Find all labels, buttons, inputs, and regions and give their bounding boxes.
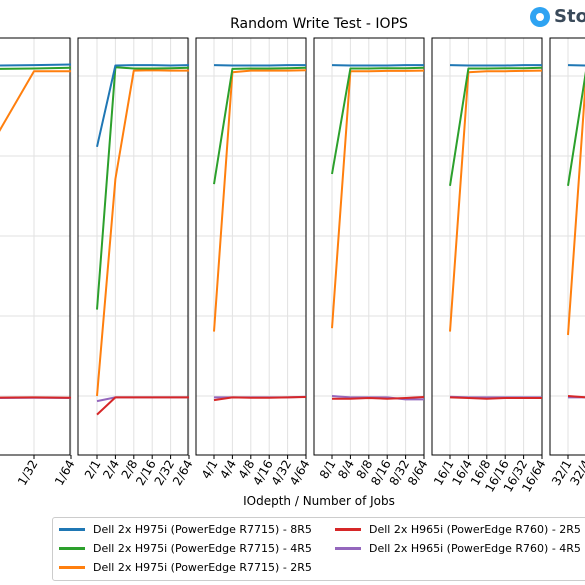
x-tick-label: 4/1 bbox=[199, 458, 221, 482]
chart-legend: Dell 2x H975i (PowerEdge R7715) - 8R5 Del… bbox=[52, 517, 585, 581]
series-line-2-group-16 bbox=[449, 69, 543, 332]
legend-swatch bbox=[59, 528, 85, 531]
series-line-1-group-2 bbox=[96, 66, 190, 310]
legend-label: Dell 2x H965i (PowerEdge R760) - 2R5 bbox=[369, 523, 581, 536]
legend-swatch bbox=[59, 566, 85, 569]
x-tick-label: 2/4 bbox=[100, 458, 122, 482]
series-line-2-group-8 bbox=[331, 69, 425, 329]
series-line-1-group-16 bbox=[449, 66, 543, 186]
series-line-3-group-32 bbox=[567, 395, 585, 399]
series-line-3-group-16 bbox=[449, 396, 542, 400]
subplot-frames bbox=[0, 37, 585, 456]
series-line-2-group-4 bbox=[213, 69, 307, 332]
series-line-3-group-2 bbox=[96, 396, 189, 416]
legend-swatch bbox=[59, 547, 85, 550]
grid-lines bbox=[0, 38, 585, 455]
x-tick-label: 2/1 bbox=[82, 458, 104, 482]
x-tick-label: 8/1 bbox=[317, 458, 339, 482]
legend-label: Dell 2x H975i (PowerEdge R7715) - 8R5 bbox=[93, 523, 312, 536]
legend-label: Dell 2x H975i (PowerEdge R7715) - 2R5 bbox=[93, 561, 312, 574]
brand-text: Sto bbox=[554, 6, 585, 27]
legend-item: Dell 2x H975i (PowerEdge R7715) - 8R5 bbox=[59, 523, 312, 536]
x-tick-label: 4/64 bbox=[287, 458, 313, 488]
series-line-1-group-8 bbox=[331, 66, 425, 175]
x-tick-label: 8/4 bbox=[335, 458, 357, 482]
x-tick-label: 2/64 bbox=[170, 458, 196, 488]
series-line-2-group-1 bbox=[0, 70, 71, 132]
series-lines bbox=[0, 63, 585, 416]
x-tick-label: 8/64 bbox=[405, 458, 431, 488]
series-line-2-group-2 bbox=[96, 69, 189, 397]
legend-swatch bbox=[335, 528, 361, 531]
legend-item: Dell 2x H975i (PowerEdge R7715) - 4R5 bbox=[59, 542, 312, 555]
x-tick-label: 1/32 bbox=[15, 458, 41, 488]
x-axis-label: IOdepth / Number of Jobs bbox=[243, 494, 395, 508]
x-tick-label: 1/8 bbox=[0, 458, 4, 482]
subplot-frame-2 bbox=[77, 37, 189, 456]
series-line-0-group-1 bbox=[0, 63, 72, 67]
series-line-2-group-32 bbox=[567, 76, 585, 336]
storage-review-logo-icon bbox=[530, 6, 550, 27]
series-line-1-group-1 bbox=[0, 66, 72, 70]
series-line-3-group-8 bbox=[332, 396, 425, 400]
brand-logo: Sto bbox=[530, 6, 585, 27]
legend-item: Dell 2x H965i (PowerEdge R760) - 2R5 bbox=[335, 523, 581, 536]
legend-item: Dell 2x H975i (PowerEdge R7715) - 2R5 bbox=[59, 561, 312, 574]
chart-title: Random Write Test - IOPS bbox=[230, 16, 408, 32]
subplot-frame-32 bbox=[549, 37, 585, 456]
series-line-1-group-4 bbox=[213, 66, 307, 185]
x-tick-label: 1/64 bbox=[52, 458, 78, 488]
series-line-3-group-4 bbox=[213, 396, 307, 402]
x-tick-labels: 1/8 1/32 1/64 2/12/42/82/162/322/64 4/14/44/… bbox=[0, 455, 585, 494]
legend-label: Dell 2x H975i (PowerEdge R7715) - 4R5 bbox=[93, 542, 312, 555]
legend-item: Dell 2x H965i (PowerEdge R760) - 4R5 bbox=[335, 542, 581, 555]
legend-label: Dell 2x H965i (PowerEdge R760) - 4R5 bbox=[369, 542, 581, 555]
series-line-0-group-2 bbox=[96, 64, 190, 148]
legend-swatch bbox=[335, 547, 361, 550]
x-tick-label: 4/4 bbox=[217, 458, 239, 482]
subplot-frame-1 bbox=[0, 37, 71, 456]
series-line-1-group-32 bbox=[567, 70, 585, 186]
